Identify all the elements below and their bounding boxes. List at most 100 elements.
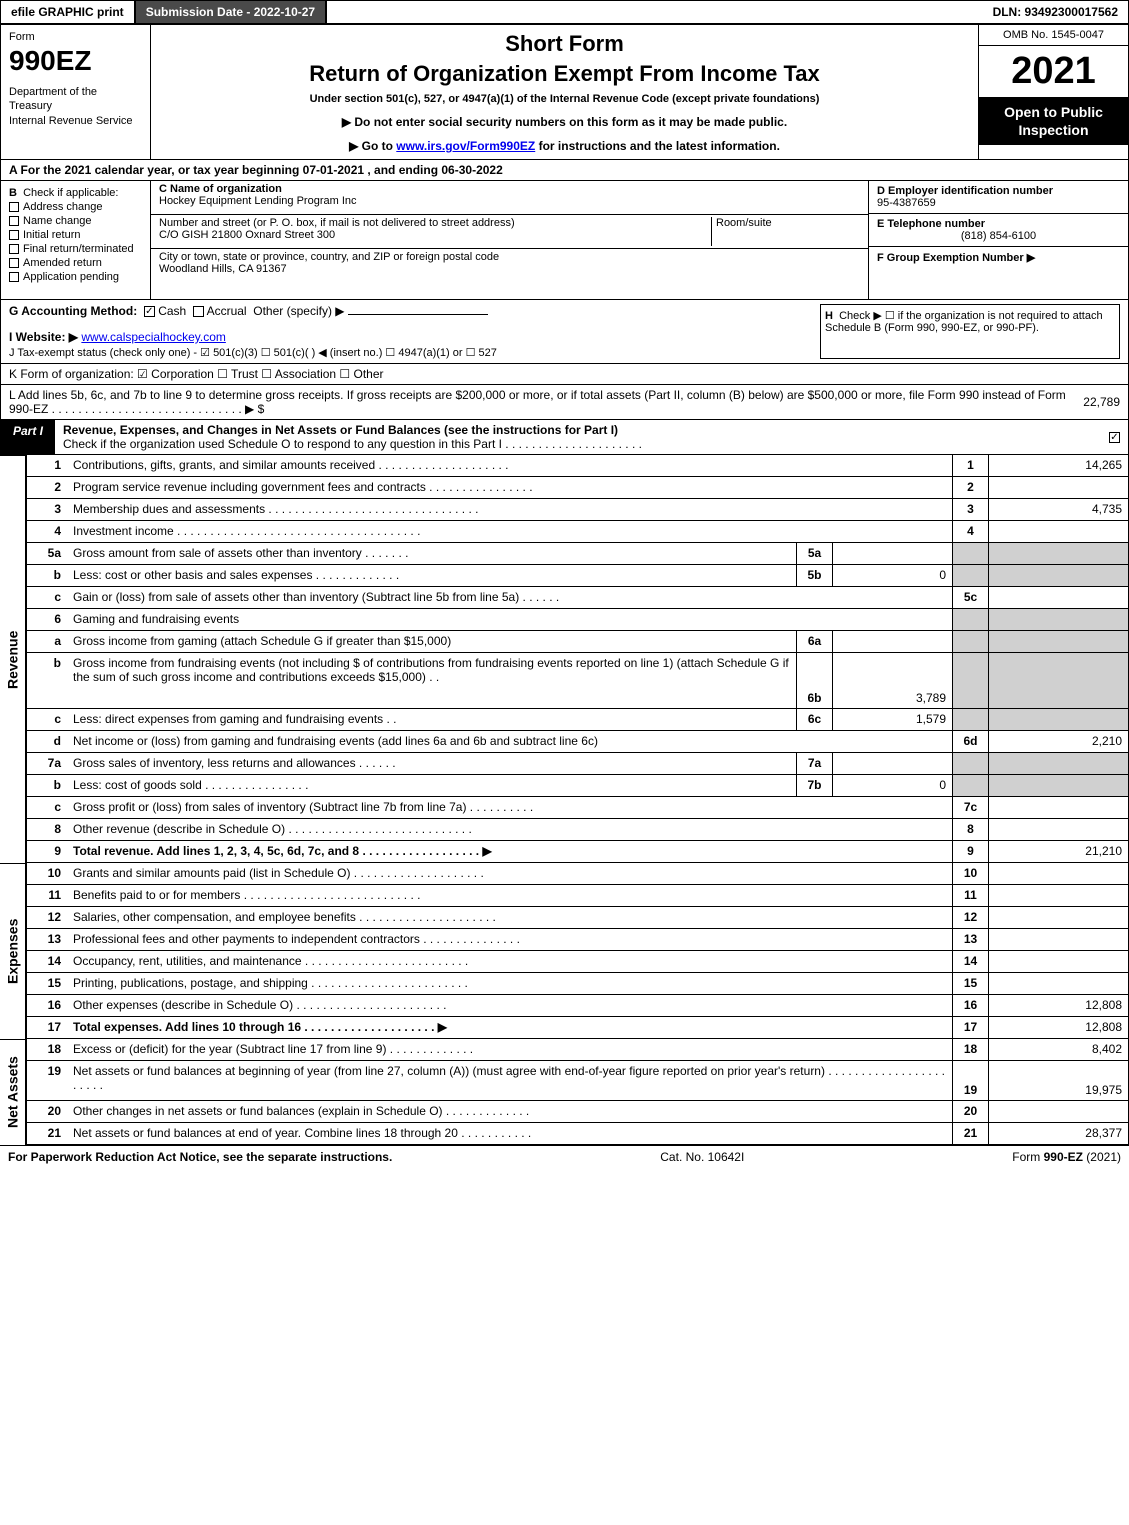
c-label: C Name of organization — [159, 183, 860, 195]
submission-date-button[interactable]: Submission Date - 2022-10-27 — [136, 1, 327, 23]
row-num: 11 — [27, 885, 67, 906]
row-val-shaded — [988, 609, 1128, 630]
checkbox-initial-return[interactable] — [9, 230, 19, 240]
subtitle: Under section 501(c), 527, or 4947(a)(1)… — [163, 93, 966, 105]
row-val — [988, 863, 1128, 884]
row-desc: Other changes in net assets or fund bala… — [67, 1101, 952, 1122]
form-year-column: OMB No. 1545-0047 2021 Open to Public In… — [978, 25, 1128, 159]
checkbox-cash[interactable] — [144, 306, 155, 317]
row-val — [988, 951, 1128, 972]
row-sub: 6a — [796, 631, 832, 652]
row-val: 2,210 — [988, 731, 1128, 752]
row-desc: Total expenses. Add lines 10 through 16 … — [67, 1017, 952, 1038]
part1-checkbox[interactable] — [1109, 432, 1120, 443]
netassets-grid: 18Excess or (deficit) for the year (Subt… — [26, 1039, 1128, 1145]
row-desc: Grants and similar amounts paid (list in… — [67, 863, 952, 884]
section-g: G Accounting Method: Cash Accrual Other … — [9, 304, 820, 359]
ein-value: 95-4387659 — [877, 197, 1120, 209]
page-footer: For Paperwork Reduction Act Notice, see … — [0, 1145, 1129, 1168]
checkbox-accrual[interactable] — [193, 306, 204, 317]
row-num: 10 — [27, 863, 67, 884]
row-ln: 10 — [952, 863, 988, 884]
row-num: c — [27, 587, 67, 608]
row-subval: 0 — [832, 775, 952, 796]
row-ln: 7c — [952, 797, 988, 818]
row-val-shaded — [988, 631, 1128, 652]
row-desc: Program service revenue including govern… — [67, 477, 952, 498]
row-ln: 13 — [952, 929, 988, 950]
h-text: Check ▶ ☐ if the organization is not req… — [825, 310, 1103, 334]
row-num: 4 — [27, 521, 67, 542]
section-j: J Tax-exempt status (check only one) - ☑… — [9, 346, 820, 359]
row-sub: 5b — [796, 565, 832, 586]
row-ln-shaded — [952, 653, 988, 708]
checkbox-name-change[interactable] — [9, 216, 19, 226]
suite-label: Room/suite — [711, 217, 772, 246]
row-ln-shaded — [952, 775, 988, 796]
b-item-2: Initial return — [23, 229, 80, 241]
phone-value: (818) 854-6100 — [877, 230, 1120, 242]
row-ln: 1 — [952, 455, 988, 476]
form-code: 990EZ — [9, 45, 142, 77]
row-desc: Professional fees and other payments to … — [67, 929, 952, 950]
row-num: 2 — [27, 477, 67, 498]
revenue-label: Revenue — [0, 455, 26, 863]
row-ln-shaded — [952, 565, 988, 586]
row-sub: 7a — [796, 753, 832, 774]
form-header: Form 990EZ Department of the Treasury In… — [0, 24, 1129, 160]
row-ln-shaded — [952, 753, 988, 774]
row-ln-shaded — [952, 631, 988, 652]
checkbox-final-return[interactable] — [9, 244, 19, 254]
row-num: 6 — [27, 609, 67, 630]
row-ln: 16 — [952, 995, 988, 1016]
row-ln-shaded — [952, 543, 988, 564]
row-val: 14,265 — [988, 455, 1128, 476]
b-check-if: Check if applicable: — [23, 187, 118, 199]
row-desc: Excess or (deficit) for the year (Subtra… — [67, 1039, 952, 1060]
section-a-row: A For the 2021 calendar year, or tax yea… — [0, 160, 1129, 181]
row-desc: Printing, publications, postage, and shi… — [67, 973, 952, 994]
checkbox-amended[interactable] — [9, 258, 19, 268]
row-val: 21,210 — [988, 841, 1128, 862]
row-desc: Gaming and fundraising events — [67, 609, 952, 630]
efile-print-button[interactable]: efile GRAPHIC print — [1, 1, 136, 23]
row-num: 7a — [27, 753, 67, 774]
row-ln: 15 — [952, 973, 988, 994]
row-subval — [832, 753, 952, 774]
city-label: City or town, state or province, country… — [159, 251, 860, 263]
website-link[interactable]: www.calspecialhockey.com — [81, 330, 226, 344]
row-subval: 3,789 — [832, 653, 952, 708]
row-num: b — [27, 775, 67, 796]
g-other-blank[interactable] — [348, 314, 488, 315]
row-ln: 4 — [952, 521, 988, 542]
section-h: H Check ▶ ☐ if the organization is not r… — [820, 304, 1120, 359]
b-item-5: Application pending — [23, 271, 119, 283]
expenses-grid: 10Grants and similar amounts paid (list … — [26, 863, 1128, 1039]
footer-right: Form 990-EZ (2021) — [1012, 1150, 1121, 1164]
l-text: L Add lines 5b, 6c, and 7b to line 9 to … — [9, 388, 1083, 416]
checkbox-address-change[interactable] — [9, 202, 19, 212]
row-num: 18 — [27, 1039, 67, 1060]
checkbox-pending[interactable] — [9, 272, 19, 282]
city-value: Woodland Hills, CA 91367 — [159, 263, 860, 275]
row-subval — [832, 631, 952, 652]
irs-link[interactable]: www.irs.gov/Form990EZ — [396, 139, 535, 153]
row-desc: Gain or (loss) from sale of assets other… — [67, 587, 952, 608]
form-label: Form — [9, 31, 142, 43]
row-desc: Other revenue (describe in Schedule O) .… — [67, 819, 952, 840]
part1-header: Part I Revenue, Expenses, and Changes in… — [0, 420, 1129, 455]
row-ln: 2 — [952, 477, 988, 498]
section-k: K Form of organization: ☑ Corporation ☐ … — [0, 364, 1129, 385]
row-desc: Net assets or fund balances at end of ye… — [67, 1123, 952, 1144]
row-desc: Benefits paid to or for members . . . . … — [67, 885, 952, 906]
row-desc: Other expenses (describe in Schedule O) … — [67, 995, 952, 1016]
section-c: C Name of organization Hockey Equipment … — [151, 181, 868, 299]
row-num: 21 — [27, 1123, 67, 1144]
row-desc: Gross income from gaming (attach Schedul… — [67, 631, 796, 652]
row-ln-shaded — [952, 609, 988, 630]
form-id-column: Form 990EZ Department of the Treasury In… — [1, 25, 151, 159]
row-ln: 21 — [952, 1123, 988, 1144]
b-item-4: Amended return — [23, 257, 102, 269]
row-ln: 20 — [952, 1101, 988, 1122]
directive-url: ▶ Go to www.irs.gov/Form990EZ for instru… — [163, 139, 966, 153]
